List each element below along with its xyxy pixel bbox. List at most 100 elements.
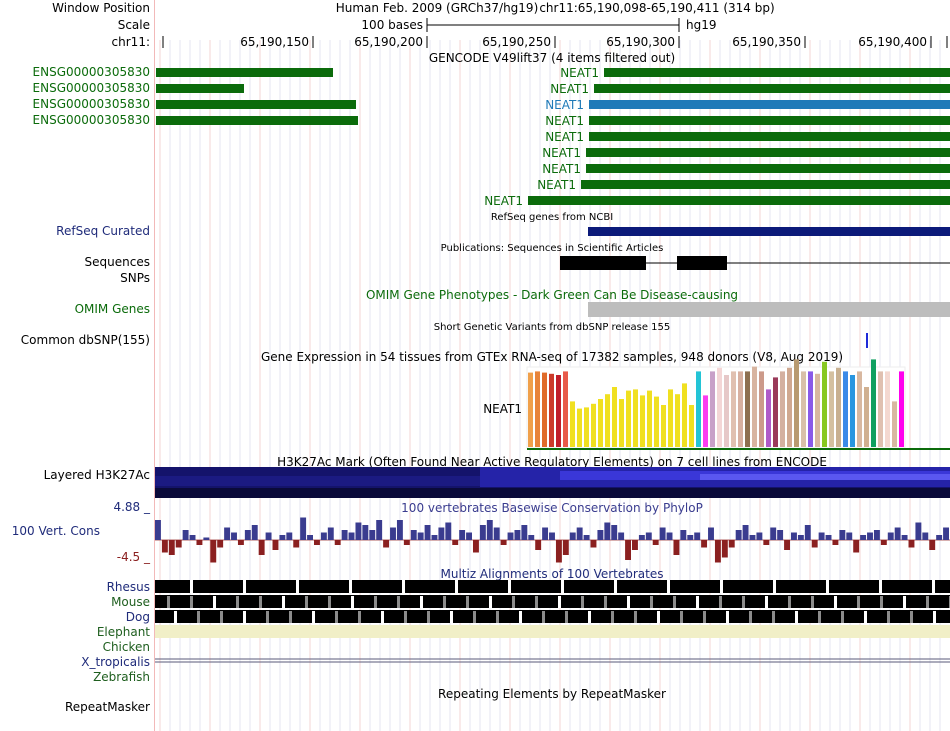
gtex-tissue-bar[interactable]	[654, 396, 659, 447]
gtex-tissue-bar[interactable]	[570, 401, 575, 447]
gtex-bar-chart[interactable]	[528, 359, 904, 447]
neat1-transcript-feature[interactable]	[589, 116, 950, 125]
gencode-item-label[interactable]: ENSG00000305830	[32, 81, 150, 95]
repeatmasker-track-label[interactable]: RepeatMasker	[64, 700, 150, 714]
conservation-bars[interactable]	[155, 517, 949, 563]
neat1-transcript-feature[interactable]	[589, 132, 950, 141]
gtex-tissue-bar[interactable]	[724, 375, 729, 447]
gencode-track[interactable]: NEAT1 NEAT1 NEAT1 NEAT1 NEAT1 NEAT1 NEAT1 NEAT1…	[156, 66, 950, 208]
common-dbsnp-track-label[interactable]: Common dbSNP(155)	[20, 333, 150, 347]
gtex-tissue-bar[interactable]	[766, 389, 771, 447]
gtex-tissue-bar[interactable]	[871, 359, 876, 447]
gtex-tissue-bar[interactable]	[696, 371, 701, 447]
track-label-column: Window Position Scale chr11: ENSG0000030…	[0, 0, 154, 731]
gtex-tissue-bar[interactable]	[703, 395, 708, 447]
gtex-tissue-bar[interactable]	[836, 367, 841, 447]
conservation-track-label[interactable]: 100 Vert. Cons	[11, 524, 100, 538]
gtex-tissue-bar[interactable]	[801, 371, 806, 447]
gtex-tissue-bar[interactable]	[619, 399, 624, 447]
h3k27ac-signal[interactable]	[155, 467, 950, 498]
gtex-tissue-bar[interactable]	[892, 401, 897, 447]
species-label-elephant[interactable]: Elephant	[96, 625, 150, 639]
gtex-tissue-bar[interactable]	[731, 371, 736, 447]
gtex-tissue-bar[interactable]	[822, 361, 827, 447]
gtex-gene-label[interactable]: NEAT1	[483, 402, 522, 416]
gtex-tissue-bar[interactable]	[612, 387, 617, 447]
gtex-tissue-bar[interactable]	[591, 403, 596, 447]
neat1-transcript-feature[interactable]	[586, 148, 950, 157]
gtex-tissue-bar[interactable]	[773, 377, 778, 447]
gtex-tissue-bar[interactable]	[745, 371, 750, 447]
gtex-tissue-bar[interactable]	[542, 372, 547, 447]
species-label-chicken[interactable]: Chicken	[102, 640, 150, 654]
gtex-tissue-bar[interactable]	[668, 389, 673, 447]
species-label-x-tropicalis[interactable]: X_tropicalis	[81, 655, 150, 669]
gtex-tissue-bar[interactable]	[787, 367, 792, 447]
species-label-rhesus[interactable]: Rhesus	[106, 580, 150, 594]
snps-track-label[interactable]: SNPs	[120, 271, 150, 285]
gtex-tissue-bar[interactable]	[528, 372, 533, 447]
gtex-tissue-bar[interactable]	[794, 359, 799, 447]
gencode-item-label[interactable]: ENSG00000305830	[32, 65, 150, 79]
gtex-tissue-bar[interactable]	[752, 366, 757, 447]
gtex-tissue-bar[interactable]	[689, 405, 694, 447]
ruler-tick-label: 65,190,300	[606, 35, 675, 49]
gtex-tissue-bar[interactable]	[661, 405, 666, 447]
ensg-transcript-feature[interactable]	[156, 116, 358, 125]
gencode-item-label[interactable]: ENSG00000305830	[32, 113, 150, 127]
species-label-dog[interactable]: Dog	[125, 610, 150, 624]
neat1-transcript-feature[interactable]	[528, 196, 950, 205]
gtex-tissue-bar[interactable]	[682, 383, 687, 447]
species-label-mouse[interactable]: Mouse	[111, 595, 150, 609]
neat1-transcript-feature[interactable]	[604, 68, 950, 77]
gtex-tissue-bar[interactable]	[633, 389, 638, 447]
neat1-transcript-feature[interactable]	[589, 100, 950, 109]
gtex-tissue-bar[interactable]	[808, 371, 813, 447]
gtex-tissue-bar[interactable]	[549, 373, 554, 447]
refseq-track-label[interactable]: RefSeq Curated	[56, 224, 150, 238]
omim-track-label[interactable]: OMIM Genes	[74, 302, 150, 316]
ensg-transcript-feature[interactable]	[156, 84, 244, 93]
neat1-transcript-feature[interactable]	[586, 164, 950, 173]
gtex-tissue-bar[interactable]	[577, 408, 582, 447]
ensg-transcript-feature[interactable]	[156, 68, 333, 77]
gtex-tissue-bar[interactable]	[584, 407, 589, 447]
gtex-tissue-bar[interactable]	[556, 375, 561, 447]
gtex-tissue-bar[interactable]	[829, 371, 834, 447]
multiz-alignments[interactable]	[155, 580, 950, 663]
omim-feature[interactable]	[588, 302, 950, 317]
gtex-tissue-bar[interactable]	[738, 371, 743, 447]
ensg-transcript-feature[interactable]	[156, 100, 356, 109]
gtex-tissue-bar[interactable]	[605, 394, 610, 447]
species-label-zebrafish[interactable]: Zebrafish	[93, 670, 150, 684]
gtex-tissue-bar[interactable]	[843, 371, 848, 447]
neat1-transcript-feature[interactable]	[594, 84, 950, 93]
gtex-tissue-bar[interactable]	[878, 371, 883, 447]
gtex-tissue-bar[interactable]	[780, 371, 785, 447]
gtex-tissue-bar[interactable]	[864, 387, 869, 447]
gtex-tissue-bar[interactable]	[899, 371, 904, 447]
sequences-track-label[interactable]: Sequences	[84, 255, 150, 269]
gtex-tissue-bar[interactable]	[598, 399, 603, 447]
gtex-tissue-bar[interactable]	[885, 371, 890, 447]
gtex-tissue-bar[interactable]	[647, 390, 652, 447]
h3k27ac-track-label[interactable]: Layered H3K27Ac	[43, 468, 150, 482]
gtex-tissue-bar[interactable]	[717, 367, 722, 447]
gtex-tissue-bar[interactable]	[563, 371, 568, 447]
gtex-tissue-bar[interactable]	[759, 371, 764, 447]
refseq-neat1-feature[interactable]	[588, 227, 950, 236]
neat1-transcript-feature[interactable]	[581, 180, 950, 189]
dbsnp-variant-mark[interactable]	[866, 333, 868, 348]
gtex-tissue-bar[interactable]	[675, 394, 680, 447]
gencode-item-label[interactable]: ENSG00000305830	[32, 97, 150, 111]
publications-feature[interactable]	[560, 256, 950, 270]
gtex-tissue-bar[interactable]	[850, 375, 855, 447]
gtex-tissue-bar[interactable]	[640, 395, 645, 447]
gtex-tissue-bar[interactable]	[626, 390, 631, 447]
gtex-tissue-bar[interactable]	[857, 371, 862, 447]
gtex-tissue-bar[interactable]	[535, 371, 540, 447]
gtex-tissue-bar[interactable]	[815, 373, 820, 447]
gtex-tissue-bar[interactable]	[710, 371, 715, 447]
